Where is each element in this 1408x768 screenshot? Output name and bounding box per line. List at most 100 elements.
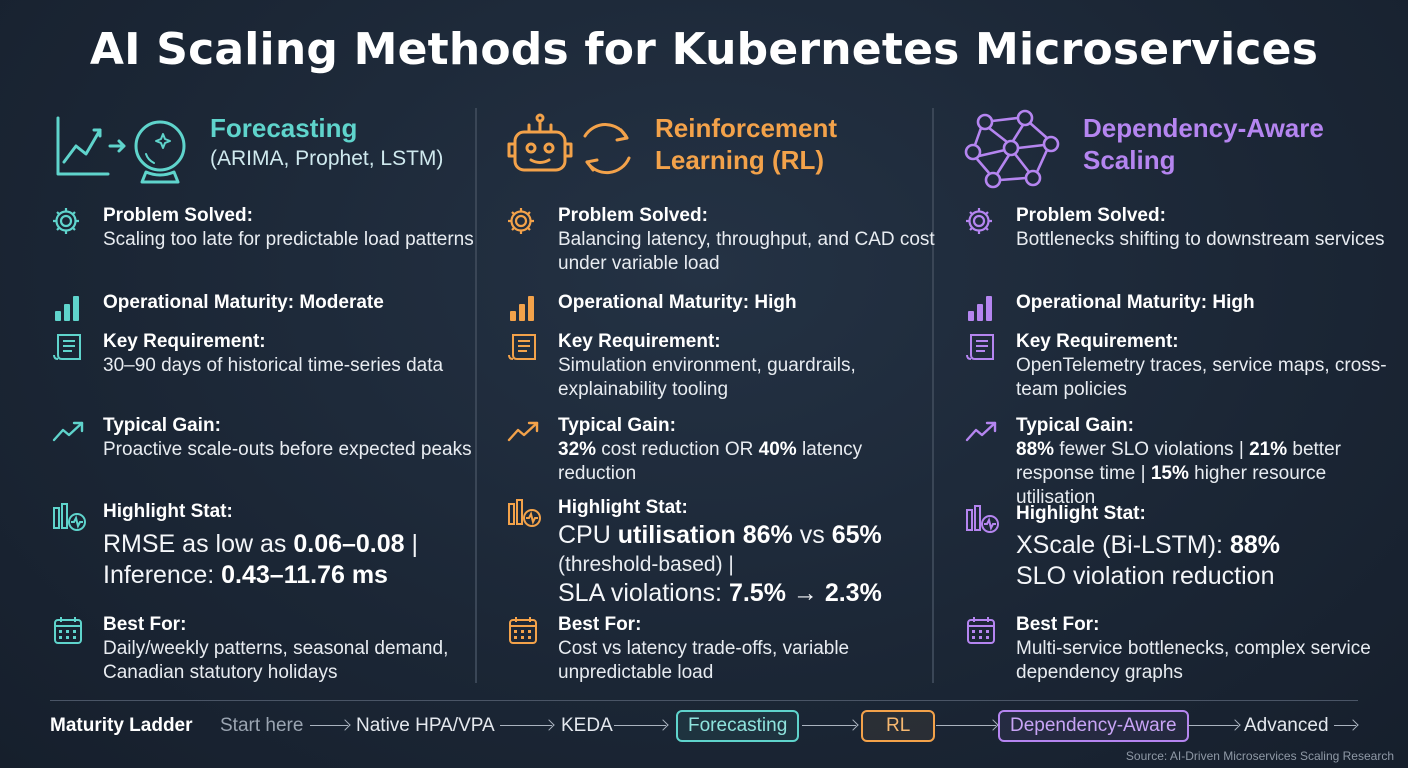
source-citation: Source: AI-Driven Microservices Scaling … xyxy=(1125,749,1394,763)
ladder-step-advanced: Advanced xyxy=(1244,715,1329,736)
gain-text: 32% cost reduction OR 40% latency reduct… xyxy=(558,438,938,486)
requirement-label: Key Requirement: xyxy=(558,331,721,352)
dependency-aware-header: Dependency-Aware Scaling xyxy=(963,104,1373,196)
best-for-label: Best For: xyxy=(1016,614,1100,635)
stat-value: 0.43–11.76 ms xyxy=(221,561,388,589)
ladder-arrow xyxy=(614,725,666,726)
calendar-icon xyxy=(509,617,537,644)
gear-icon xyxy=(53,208,79,234)
gear-icon xyxy=(966,208,992,234)
ladder-arrow xyxy=(310,725,348,726)
stat-chart-icon xyxy=(508,499,541,527)
stat-label: Highlight Stat: xyxy=(1016,503,1146,524)
stat-value: 7.5% xyxy=(728,579,786,607)
stat-text: RMSE as low as xyxy=(103,530,294,558)
stat-label: Highlight Stat: xyxy=(558,497,688,518)
stat-label: Highlight Stat: xyxy=(103,501,233,522)
stat-line-1: XScale (Bi-LSTM): 88% xyxy=(1016,530,1396,561)
ladder-arrow xyxy=(1334,725,1356,726)
stat-chart-icon xyxy=(966,505,999,533)
scroll-icon xyxy=(508,334,536,360)
stat-line-2: (threshold-based) | xyxy=(558,553,734,576)
gain-text-part: higher resource utilisation xyxy=(1016,463,1327,508)
requirement-text: 30–90 days of historical time-series dat… xyxy=(103,355,444,376)
gain-text-part: cost reduction OR xyxy=(596,439,759,460)
problem-label: Problem Solved: xyxy=(103,205,253,226)
stat-value: 2.3% xyxy=(824,579,882,607)
ladder-start: Start here xyxy=(220,715,304,736)
stat-text: CPU xyxy=(558,521,618,549)
gain-value: 32% xyxy=(558,439,597,460)
ladder-arrow xyxy=(802,725,856,726)
stat-value: 65% xyxy=(831,521,882,549)
trend-up-icon xyxy=(965,421,997,442)
dependency-title-line-2: Scaling xyxy=(1083,145,1176,175)
gain-value: 40% xyxy=(758,439,797,460)
gain-text-part: fewer SLO violations | xyxy=(1054,439,1250,460)
gain-text-part: better response time | xyxy=(1016,439,1341,484)
stat-text: vs xyxy=(792,521,832,549)
stat-line-3: SLA violations: 7.5% → 2.3% xyxy=(558,578,938,609)
ladder-step-forecasting: Forecasting xyxy=(676,710,800,742)
stat-text: → xyxy=(785,579,825,607)
requirement-text: OpenTelemetry traces, service maps, cros… xyxy=(1016,355,1387,400)
requirement-text: Simulation environment, guardrails, expl… xyxy=(558,355,856,400)
calendar-icon xyxy=(54,617,82,644)
ladder-arrow xyxy=(936,725,996,726)
stat-line-2: SLO violation reduction xyxy=(1016,562,1275,590)
rl-header: Reinforcement Learning (RL) xyxy=(505,104,915,196)
ladder-step-keda: KEDA xyxy=(561,715,613,736)
best-for-text: Multi-service bottlenecks, complex servi… xyxy=(1016,638,1371,683)
calendar-icon xyxy=(967,617,995,644)
requirement-label: Key Requirement: xyxy=(1016,331,1179,352)
bar-chart-icon xyxy=(55,296,79,321)
rl-column: Reinforcement Learning (RL) Problem Solv… xyxy=(505,104,935,684)
problem-text: Bottlenecks shifting to downstream servi… xyxy=(1016,229,1385,250)
stat-value: utilisation 86% xyxy=(617,521,793,549)
bar-chart-icon xyxy=(510,296,534,321)
gain-value: 88% xyxy=(1016,439,1055,460)
robot-icon xyxy=(507,113,631,175)
gain-text: Proactive scale-outs before expected pea… xyxy=(103,439,472,460)
stat-text: SLA violations: xyxy=(558,579,729,607)
stat-text: | xyxy=(404,530,419,558)
stat-chart-icon xyxy=(53,503,86,531)
stat-text: Inference: xyxy=(103,561,222,589)
rl-title-line-1: Reinforcement xyxy=(655,113,838,143)
stat-value: 88% xyxy=(1229,531,1280,559)
forecasting-title: Forecasting xyxy=(210,113,358,143)
forecasting-subtitle: (ARIMA, Prophet, LSTM) xyxy=(210,147,444,170)
column-divider xyxy=(475,108,477,683)
ladder-divider xyxy=(50,700,1358,701)
requirement-label: Key Requirement: xyxy=(103,331,266,352)
maturity-label: Operational Maturity: Moderate xyxy=(103,292,384,313)
ladder-arrow xyxy=(500,725,552,726)
scroll-icon xyxy=(966,334,994,360)
gain-text-part: latency reduction xyxy=(558,439,863,484)
gain-label: Typical Gain: xyxy=(1016,415,1134,436)
ladder-step-dependency-aware: Dependency-Aware xyxy=(998,710,1189,742)
bar-chart-icon xyxy=(968,296,992,321)
stat-line-1: CPU utilisation 86% vs 65% xyxy=(558,520,938,551)
rl-title-line-2: Learning (RL) xyxy=(655,145,824,175)
trend-up-icon xyxy=(52,421,84,442)
dependency-title-line-1: Dependency-Aware xyxy=(1083,113,1324,143)
gear-icon xyxy=(508,208,534,234)
forecasting-header: Forecasting (ARIMA, Prophet, LSTM) xyxy=(50,104,460,196)
trend-up-icon xyxy=(507,421,539,442)
best-for-text: Cost vs latency trade-offs, variable unp… xyxy=(558,638,850,683)
gain-label: Typical Gain: xyxy=(558,415,676,436)
ladder-arrow xyxy=(1188,725,1238,726)
stat-value: 0.06–0.08 xyxy=(293,530,405,558)
scroll-icon xyxy=(53,334,81,360)
maturity-label: Operational Maturity: High xyxy=(558,292,797,313)
problem-label: Problem Solved: xyxy=(558,205,708,226)
line-chart-icon xyxy=(56,116,186,184)
maturity-label: Operational Maturity: High xyxy=(1016,292,1255,313)
gain-text: 88% fewer SLO violations | 21% better re… xyxy=(1016,438,1376,510)
stat-line-1: RMSE as low as 0.06–0.08 | xyxy=(103,529,483,560)
maturity-ladder: Maturity Ladder Start here Native HPA/VP… xyxy=(50,710,1370,742)
network-graph-icon xyxy=(964,109,1060,189)
stat-line-2: Inference: 0.43–11.76 ms xyxy=(103,560,483,591)
forecasting-column: Forecasting (ARIMA, Prophet, LSTM) Probl… xyxy=(50,104,474,684)
